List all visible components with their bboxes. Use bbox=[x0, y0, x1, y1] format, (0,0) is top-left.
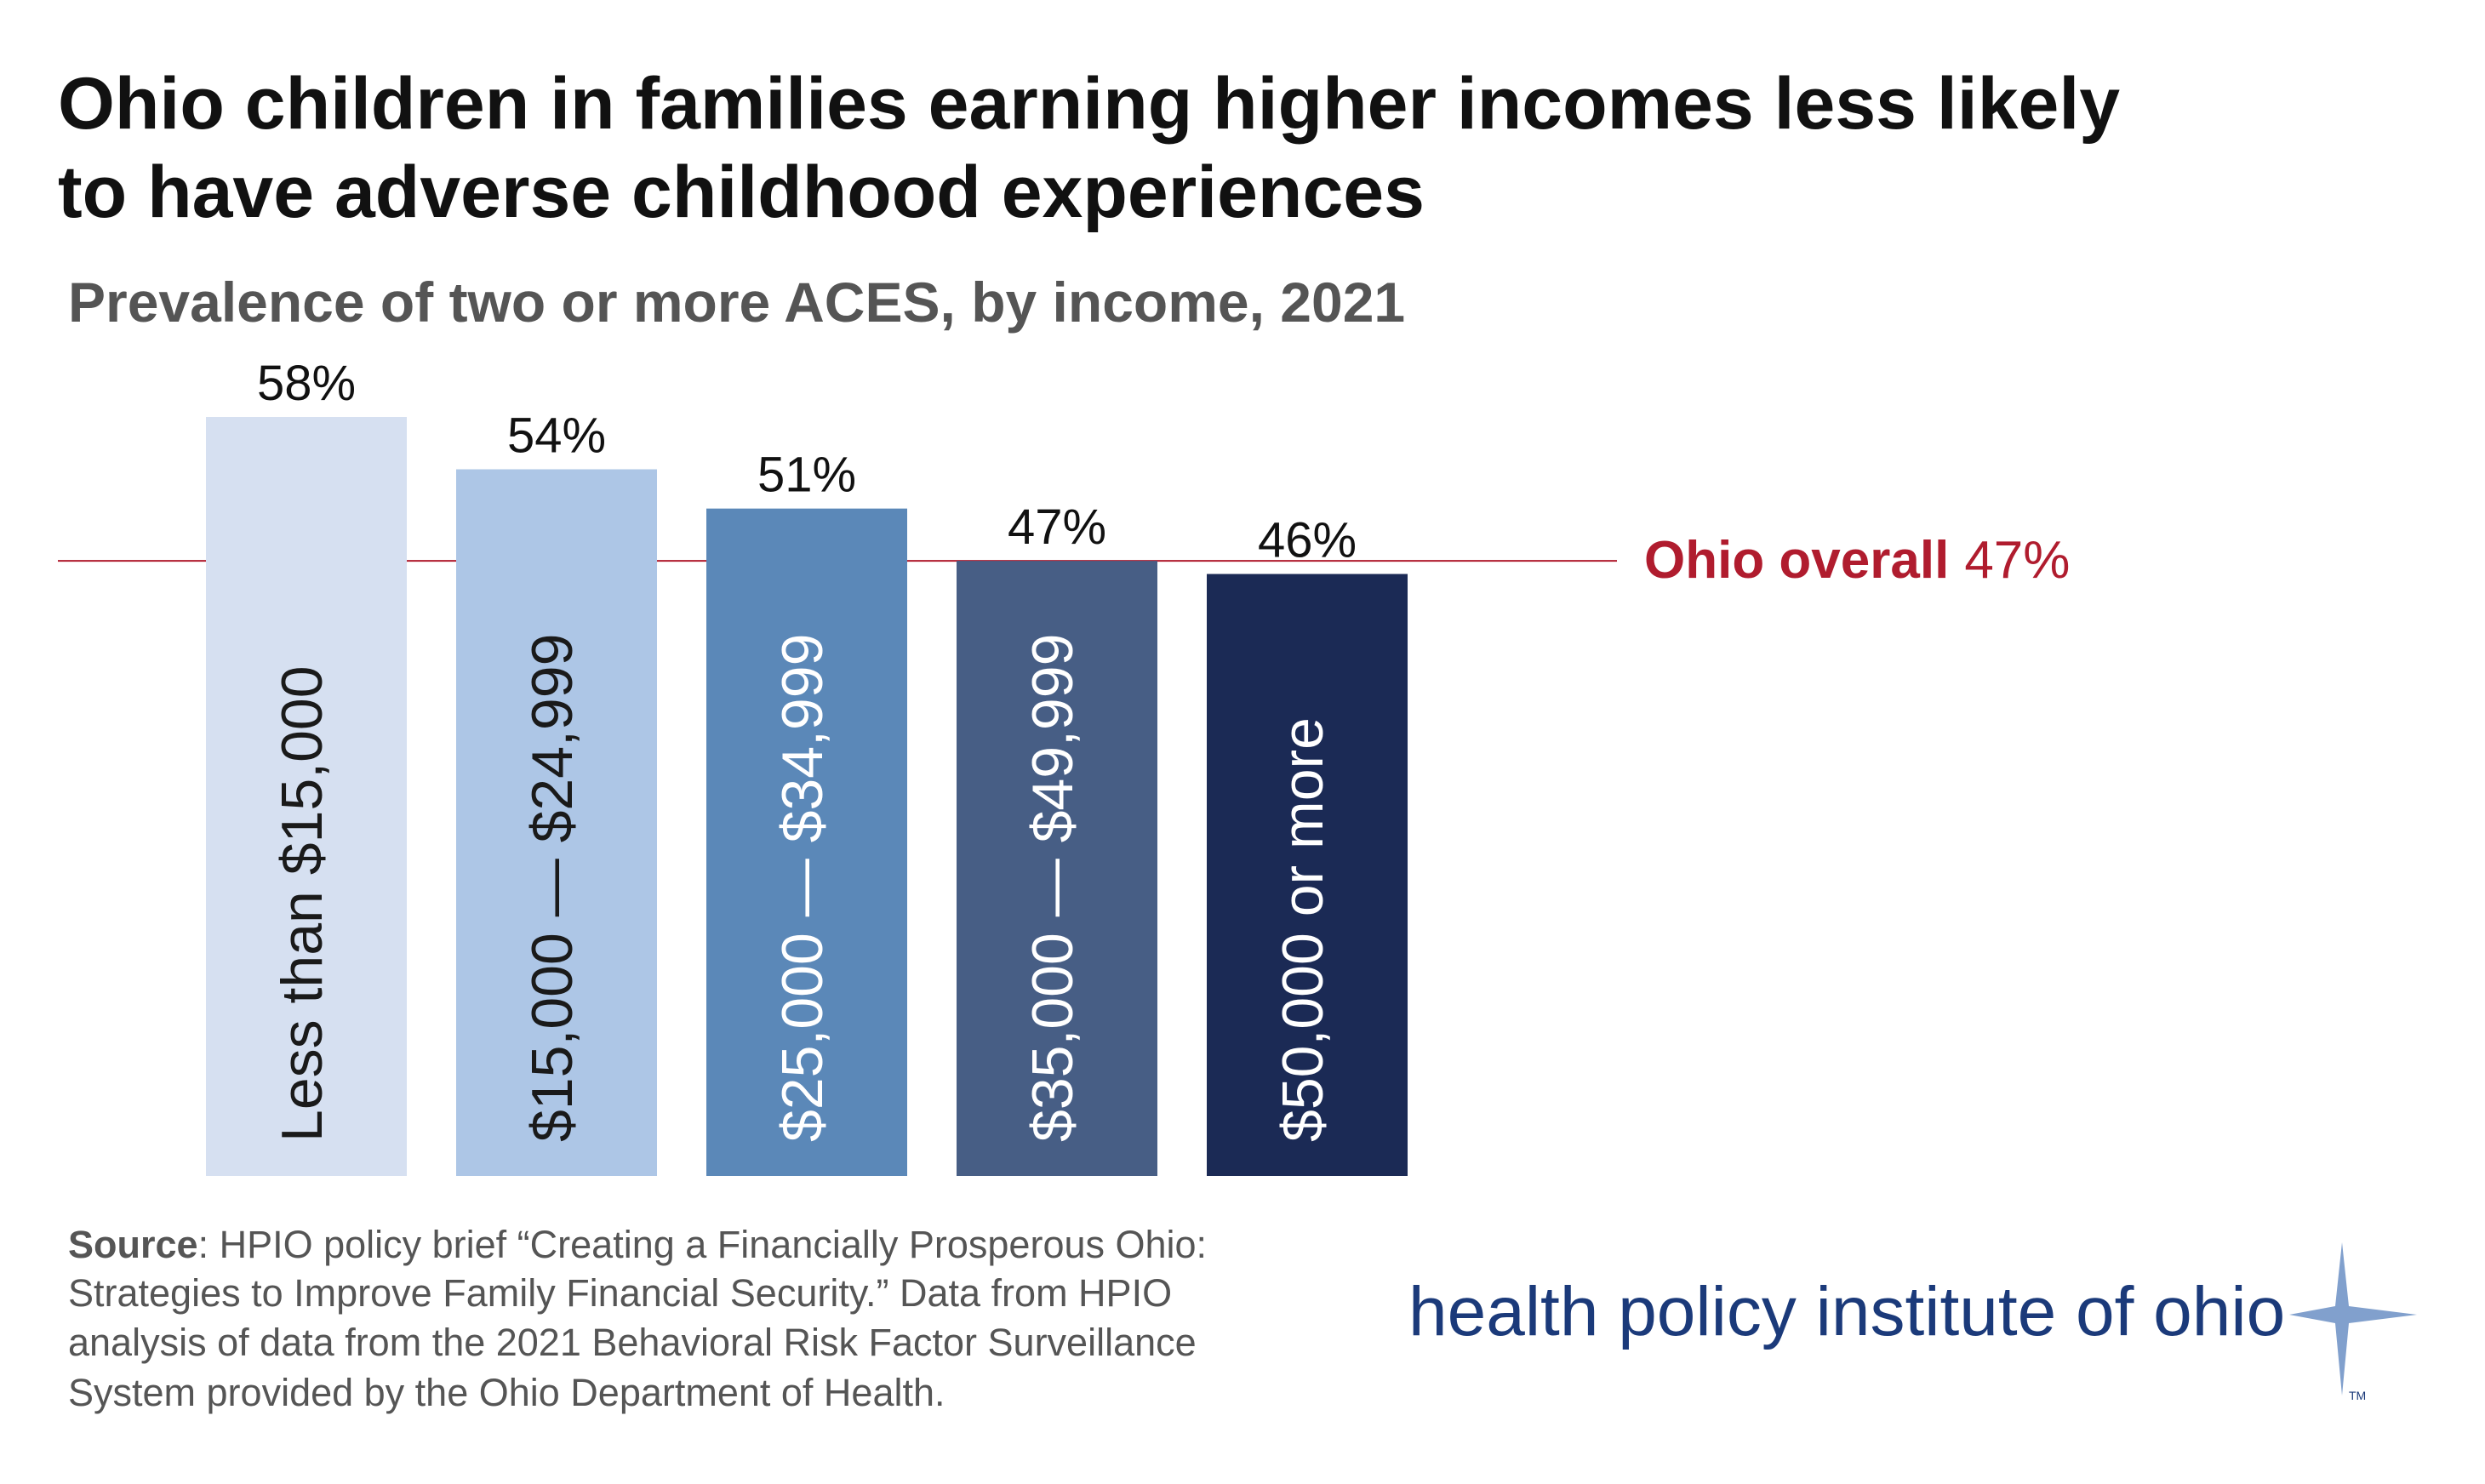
source-text: Source: HPIO policy brief “Creating a Fi… bbox=[68, 1223, 1207, 1266]
trademark: TM bbox=[2349, 1389, 2366, 1402]
category-label: $15,000 — $24,999 bbox=[520, 634, 585, 1142]
chart-title: Ohio children in families earning higher… bbox=[58, 63, 2120, 145]
bar bbox=[957, 561, 1157, 1176]
value-label: 58% bbox=[257, 356, 356, 411]
reference-name: Ohio overall bbox=[1644, 531, 1949, 590]
value-label: 51% bbox=[757, 448, 856, 503]
source-line: Strategies to Improve Family Financial S… bbox=[68, 1271, 1172, 1315]
source-line: : HPIO policy brief “Creating a Financia… bbox=[198, 1223, 1208, 1266]
reference-value: 47% bbox=[1964, 531, 2070, 590]
logo: health policy institute of ohio TM bbox=[1408, 1242, 2417, 1402]
category-label: $35,000 — $49,999 bbox=[1020, 634, 1085, 1142]
value-label: 47% bbox=[1008, 499, 1106, 555]
bar bbox=[456, 469, 657, 1176]
bar bbox=[206, 417, 407, 1176]
chart-subtitle: Prevalence of two or more ACES, by incom… bbox=[68, 271, 1405, 334]
bar bbox=[1207, 574, 1408, 1176]
logo-star bbox=[2289, 1242, 2417, 1396]
plot: 58% Less than $15,000 54% $15,000 — $24,999… bbox=[58, 356, 2070, 1176]
reference-label: Ohio overall 47% bbox=[1644, 531, 2070, 590]
category-label: Less than $15,000 bbox=[270, 665, 334, 1142]
source-label: Source bbox=[68, 1223, 198, 1266]
category-label: $25,000 — $34,999 bbox=[770, 634, 835, 1142]
source-line: System provided by the Ohio Department o… bbox=[68, 1371, 945, 1414]
value-label: 54% bbox=[507, 408, 606, 464]
source-line: analysis of data from the 2021 Behaviora… bbox=[68, 1321, 1197, 1364]
bar bbox=[706, 508, 907, 1176]
category-label: $50,000 or more bbox=[1271, 717, 1335, 1142]
value-label: 46% bbox=[1258, 513, 1357, 568]
logo-text: health policy institute of ohio bbox=[1408, 1273, 2285, 1350]
chart-title: to have adverse childhood experiences bbox=[58, 151, 1425, 233]
